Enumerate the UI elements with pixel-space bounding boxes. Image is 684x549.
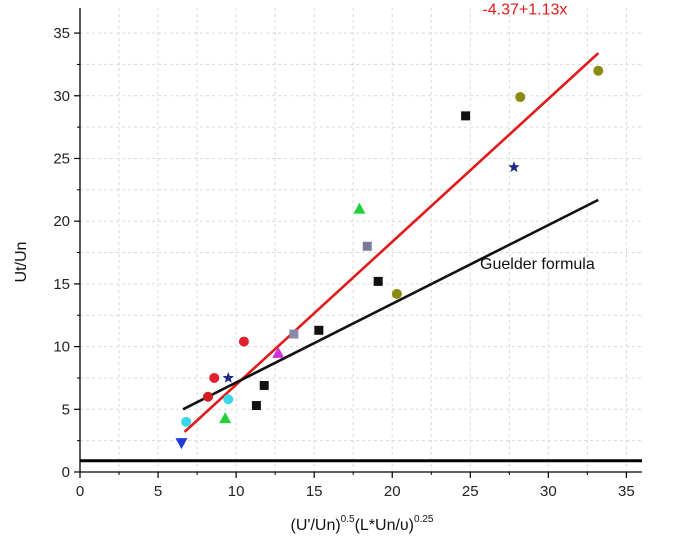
data-point-square	[314, 325, 324, 335]
data-point-star	[222, 371, 235, 383]
grid	[80, 8, 642, 472]
x-tick-label: 5	[154, 483, 162, 500]
data-point-square	[461, 111, 471, 121]
x-axis-title-part-1: (U'/Un)	[291, 517, 341, 534]
data-point-circle	[181, 416, 192, 427]
data-point-triangle	[272, 346, 285, 358]
x-tick-label: 25	[462, 483, 479, 500]
x-tick-label: 0	[76, 483, 84, 500]
x-tick-label: 30	[540, 483, 557, 500]
data-point-circle	[209, 372, 220, 383]
annotations: -4.37+1.13x Guelder formula	[480, 1, 595, 273]
y-axis-title: Ut/Un	[13, 242, 30, 283]
axes	[74, 8, 642, 478]
x-axis-title: (U'/Un)0.5(L*Un/υ)0.25	[291, 514, 434, 534]
x-axis-title-exponent-1: 0.5	[341, 514, 355, 525]
y-tick-label: 20	[53, 213, 70, 230]
y-tick-label: 10	[53, 339, 70, 356]
x-axis-title-exponent-2: 0.25	[414, 514, 434, 525]
x-tick-label: 20	[384, 483, 401, 500]
data-point-square	[251, 401, 261, 411]
data-point-triangle	[353, 202, 366, 214]
fit-line-red	[183, 52, 600, 433]
fit-lines	[182, 52, 600, 433]
data-point-square	[362, 241, 372, 251]
data-point-triangle-down	[175, 438, 188, 450]
data-point-circle	[515, 92, 526, 103]
data-point-circle	[593, 65, 604, 76]
x-tick-label: 10	[228, 483, 245, 500]
y-tick-label: 0	[62, 464, 70, 481]
fit-equation-label: -4.37+1.13x	[482, 1, 567, 18]
guelder-formula-label: Guelder formula	[480, 256, 595, 273]
y-tick-label: 15	[53, 276, 70, 293]
guelder-formula-line	[182, 198, 599, 411]
y-tick-label: 35	[53, 25, 70, 42]
data-point-square	[259, 380, 269, 390]
data-point-circle	[238, 336, 249, 347]
y-tick-label: 30	[53, 88, 70, 105]
x-tick-label: 15	[306, 483, 323, 500]
data-point-square	[289, 329, 299, 339]
data-point-circle	[391, 288, 402, 299]
data-point-circle	[223, 394, 234, 405]
y-tick-label: 25	[53, 150, 70, 167]
x-tick-label: 35	[618, 483, 635, 500]
data-point-triangle	[219, 412, 232, 424]
data-point-circle	[203, 391, 214, 402]
y-tick-label: 5	[62, 401, 70, 418]
x-axis-title-part-2: (L*Un/υ)	[355, 517, 414, 534]
tick-labels: 0 5 10 15 20 25 30 35 0 5 10 15 20 25 30 35	[53, 25, 634, 500]
data-point-square	[373, 276, 383, 286]
data-points	[175, 65, 604, 450]
data-point-star	[508, 161, 520, 173]
